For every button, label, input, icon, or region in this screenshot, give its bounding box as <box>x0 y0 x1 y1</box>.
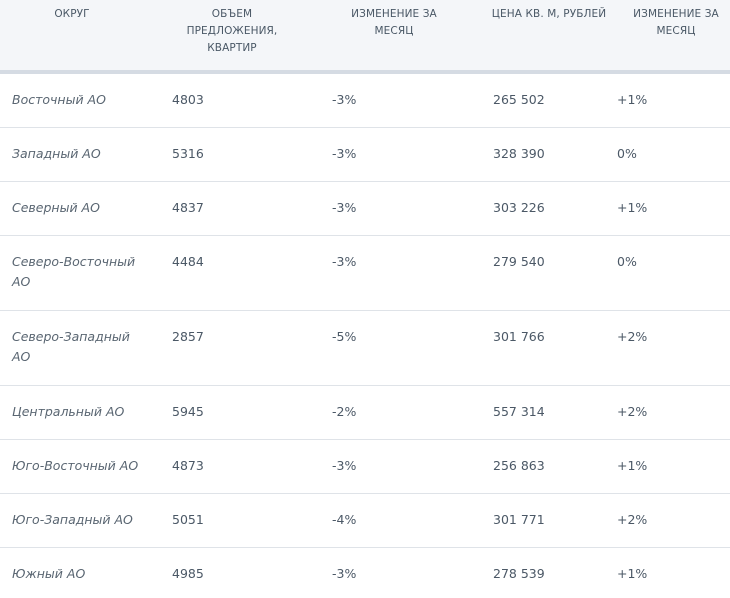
cell-supply: 4985 <box>172 566 204 581</box>
cell-price: 278 539 <box>493 566 545 581</box>
cell-district: Центральный АО <box>12 404 125 419</box>
table-row: Северный АО 4837 -3% 303 226 +1% <box>0 182 730 236</box>
table-row: Восточный АО 4803 -3% 265 502 +1% <box>0 74 730 128</box>
cell-price-change: 0% <box>617 254 637 269</box>
header-price-change: ИЗМЕНЕНИЕ ЗА МЕСЯЦ <box>633 8 719 37</box>
cell-supply: 5051 <box>172 512 204 527</box>
cell-supply-change: -3% <box>332 92 357 107</box>
cell-supply-change: -3% <box>332 458 357 473</box>
table-row: Северо-Восточный АО 4484 -3% 279 540 0% <box>0 236 730 311</box>
table-row: Северо-Западный АО 2857 -5% 301 766 +2% <box>0 311 730 386</box>
header-supply: ОБЪЕМ ПРЕДЛОЖЕНИЯ, КВАРТИР <box>186 8 278 54</box>
table-row: Центральный АО 5945 -2% 557 314 +2% <box>0 386 730 440</box>
cell-supply: 5945 <box>172 404 204 419</box>
cell-supply: 4484 <box>172 254 204 269</box>
header-district: ОКРУГ <box>54 8 90 20</box>
cell-price-change: +2% <box>617 404 648 419</box>
cell-supply-change: -3% <box>332 566 357 581</box>
cell-supply: 4837 <box>172 200 204 215</box>
cell-price-change: 0% <box>617 146 637 161</box>
cell-price: 557 314 <box>493 404 545 419</box>
table-row: Юго-Восточный АО 4873 -3% 256 863 +1% <box>0 440 730 494</box>
cell-supply: 2857 <box>172 329 204 344</box>
cell-price-change: +1% <box>617 566 648 581</box>
cell-supply: 4873 <box>172 458 204 473</box>
cell-price: 279 540 <box>493 254 545 269</box>
table-row: Южный АО 4985 -3% 278 539 +1% <box>0 548 730 598</box>
cell-supply-change: -4% <box>332 512 357 527</box>
header-supply-change: ИЗМЕНЕНИЕ ЗА МЕСЯЦ <box>351 8 437 37</box>
cell-district: Северный АО <box>12 200 100 215</box>
cell-price-change: +1% <box>617 200 648 215</box>
table-row: Западный АО 5316 -3% 328 390 0% <box>0 128 730 182</box>
cell-supply-change: -5% <box>332 329 357 344</box>
cell-price-change: +1% <box>617 458 648 473</box>
cell-supply: 5316 <box>172 146 204 161</box>
cell-supply-change: -3% <box>332 254 357 269</box>
cell-price-change: +2% <box>617 329 648 344</box>
cell-district: Западный АО <box>12 146 101 161</box>
cell-supply: 4803 <box>172 92 204 107</box>
header-price: ЦЕНА КВ. М, РУБЛЕЙ <box>491 8 607 20</box>
cell-price: 301 766 <box>493 329 545 344</box>
cell-price-change: +2% <box>617 512 648 527</box>
table-row: Юго-Западный АО 5051 -4% 301 771 +2% <box>0 494 730 548</box>
cell-district: Восточный АО <box>12 92 106 107</box>
table-header: ОКРУГ ОБЪЕМ ПРЕДЛОЖЕНИЯ, КВАРТИР ИЗМЕНЕН… <box>0 0 730 74</box>
cell-price: 256 863 <box>493 458 545 473</box>
cell-district: Юго-Восточный АО <box>12 458 139 473</box>
cell-price: 303 226 <box>493 200 545 215</box>
cell-price: 328 390 <box>493 146 545 161</box>
cell-district: Юго-Западный АО <box>12 512 133 527</box>
cell-supply-change: -3% <box>332 146 357 161</box>
cell-supply-change: -2% <box>332 404 357 419</box>
cell-price: 265 502 <box>493 92 545 107</box>
cell-district: Южный АО <box>12 566 86 581</box>
cell-district: Северо-Западный АО <box>12 329 130 364</box>
cell-supply-change: -3% <box>332 200 357 215</box>
cell-price: 301 771 <box>493 512 545 527</box>
cell-price-change: +1% <box>617 92 648 107</box>
cell-district: Северо-Восточный АО <box>12 254 136 289</box>
